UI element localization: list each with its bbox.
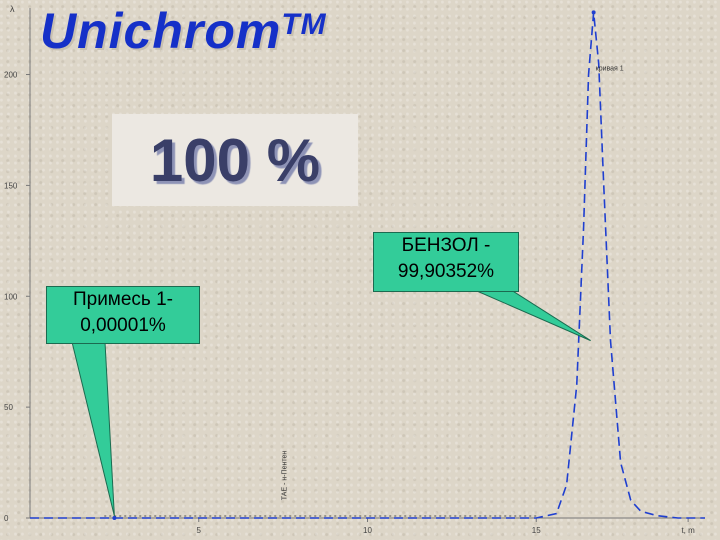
purity-label: 100 % bbox=[149, 126, 321, 194]
impurity-pointer bbox=[71, 341, 115, 517]
benzene-callout-value: 99,90352% bbox=[397, 261, 495, 282]
peak-point bbox=[591, 10, 596, 15]
benzene-callout-title: БЕНЗОЛ - bbox=[401, 235, 491, 256]
x-tick-label: 15 bbox=[532, 526, 541, 535]
y-tick-label: 100 bbox=[4, 292, 18, 301]
impurity-callout-value: 0,00001% bbox=[80, 315, 166, 336]
x-tick-label: 10 bbox=[363, 526, 372, 535]
purity-banner: 100 % bbox=[112, 114, 358, 206]
axis-annotation: ТАЕ - н-Пентен bbox=[282, 451, 289, 501]
impurity-callout-title: Примесь 1- bbox=[72, 289, 174, 310]
peak-annotation: кривая 1 bbox=[596, 66, 624, 73]
trademark-mark: TM bbox=[281, 8, 327, 41]
benzene-pointer bbox=[469, 287, 591, 342]
y-tick-label: 200 bbox=[4, 71, 18, 80]
series-line bbox=[30, 12, 705, 519]
peak-point bbox=[112, 516, 117, 520]
unichrom-logo: UnichromTM bbox=[40, 2, 327, 60]
x-tick-label: 5 bbox=[197, 526, 202, 535]
y-axis-label: λ bbox=[10, 4, 15, 14]
logo-text: Unichrom bbox=[40, 3, 282, 59]
impurity-callout: Примесь 1- 0,00001% bbox=[46, 286, 200, 344]
y-tick-label: 0 bbox=[4, 514, 9, 523]
y-tick-label: 50 bbox=[4, 403, 13, 412]
y-tick-label: 150 bbox=[4, 181, 18, 190]
x-tick-label: t, m bbox=[681, 526, 695, 535]
benzene-callout: БЕНЗОЛ - 99,90352% bbox=[373, 232, 519, 292]
